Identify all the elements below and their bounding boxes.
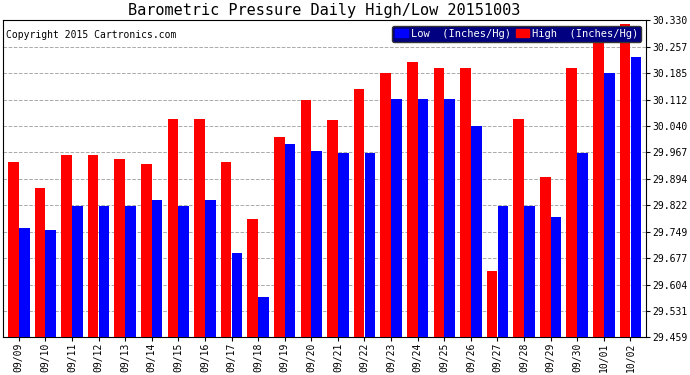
Bar — [99, 206, 109, 337]
Bar — [168, 118, 178, 337]
Bar — [205, 201, 216, 337]
Bar — [19, 228, 30, 337]
Bar — [115, 159, 125, 337]
Bar — [338, 153, 348, 337]
Bar — [301, 100, 311, 337]
Bar — [524, 206, 535, 337]
Bar — [285, 144, 295, 337]
Bar — [444, 99, 455, 337]
Bar — [566, 68, 577, 337]
Bar — [354, 90, 364, 337]
Bar — [486, 272, 497, 337]
Bar — [247, 219, 258, 337]
Bar — [604, 73, 615, 337]
Bar — [540, 177, 551, 337]
Bar — [513, 118, 524, 337]
Bar — [551, 217, 562, 337]
Bar — [179, 206, 189, 337]
Bar — [274, 137, 284, 337]
Bar — [46, 230, 56, 337]
Bar — [380, 73, 391, 337]
Bar — [194, 118, 205, 337]
Bar — [8, 162, 19, 337]
Bar — [221, 162, 231, 337]
Bar — [620, 24, 631, 337]
Bar — [72, 206, 83, 337]
Text: Copyright 2015 Cartronics.com: Copyright 2015 Cartronics.com — [6, 30, 177, 40]
Title: Barometric Pressure Daily High/Low 20151003: Barometric Pressure Daily High/Low 20151… — [128, 3, 521, 18]
Bar — [460, 68, 471, 337]
Bar — [34, 188, 46, 337]
Bar — [364, 153, 375, 337]
Bar — [141, 164, 152, 337]
Bar — [497, 206, 509, 337]
Bar — [631, 57, 641, 337]
Bar — [232, 253, 242, 337]
Bar — [433, 68, 444, 337]
Bar — [418, 99, 428, 337]
Bar — [61, 155, 72, 337]
Legend: Low  (Inches/Hg), High  (Inches/Hg): Low (Inches/Hg), High (Inches/Hg) — [392, 26, 641, 42]
Bar — [258, 297, 269, 337]
Bar — [311, 152, 322, 337]
Bar — [578, 153, 588, 337]
Bar — [593, 28, 604, 337]
Bar — [471, 126, 482, 337]
Bar — [126, 206, 136, 337]
Bar — [391, 99, 402, 337]
Bar — [88, 155, 99, 337]
Bar — [327, 120, 338, 337]
Bar — [152, 201, 162, 337]
Bar — [407, 62, 417, 337]
